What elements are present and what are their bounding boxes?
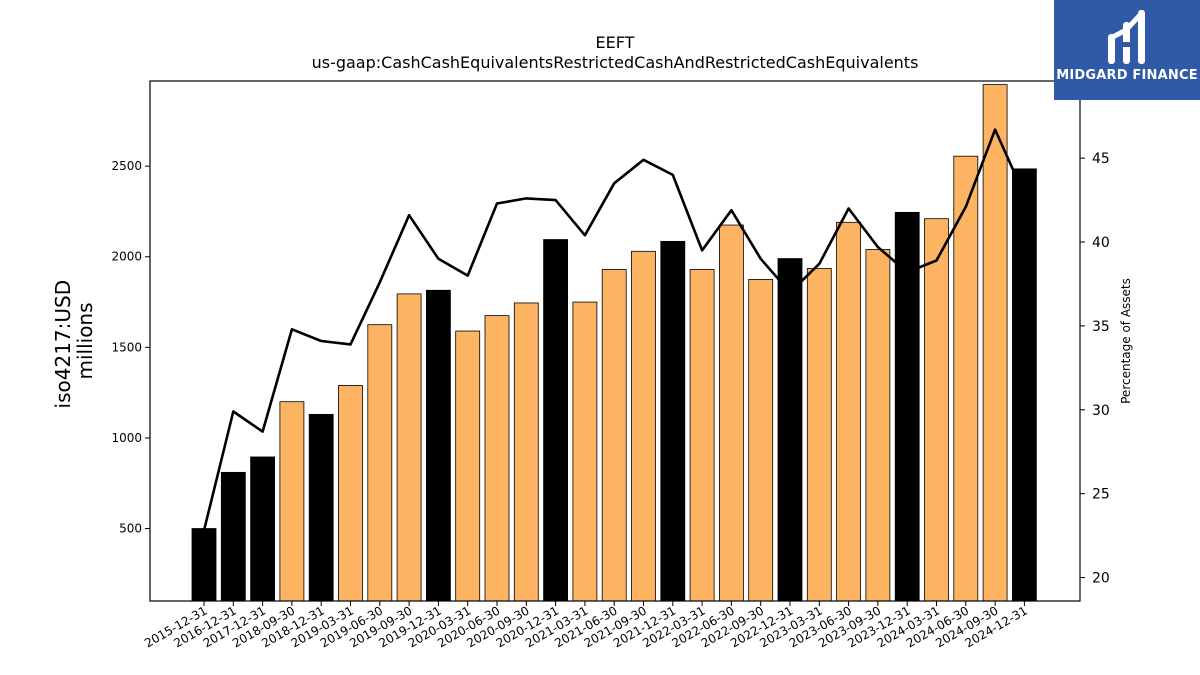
percentage-line [202, 128, 1026, 531]
y-tick-label-left: 2500 [111, 159, 142, 173]
y-tick-label-left: 1500 [111, 340, 142, 354]
y-tick-label-right: 35 [1092, 319, 1110, 335]
bar-2024-09-30 [982, 84, 1008, 602]
y-tick-label-right: 45 [1092, 151, 1110, 167]
bars-group [191, 84, 1037, 602]
y-axis-right: 20 25 30 35 40 45 [1080, 151, 1110, 587]
bar-2022-12-31 [777, 258, 803, 602]
brand-logo: MIDGARD FINANCE [1054, 0, 1200, 100]
bar-2020-12-31 [543, 239, 568, 602]
bar-2021-06-30 [601, 269, 627, 602]
brand-name: MIDGARD FINANCE [1056, 68, 1198, 83]
bar-2018-12-31 [308, 413, 334, 602]
y-axis-label-right: Percentage of Assets [1119, 278, 1133, 404]
bar-2019-03-31 [338, 384, 363, 602]
x-axis: 2015-12-312016-12-312017-12-312018-09-30… [142, 601, 1030, 650]
y-tick-label-right: 25 [1092, 487, 1110, 503]
bar-2019-06-30 [367, 324, 393, 602]
y-axis-label-line-2: millions [73, 302, 97, 379]
y-axis-label-line-1: iso4217:USD [51, 280, 75, 409]
bar-2017-12-31 [250, 456, 276, 602]
bar-2019-09-30 [396, 293, 422, 602]
bar-2023-12-31 [894, 211, 920, 602]
y-tick-label-right: 30 [1092, 403, 1110, 419]
bar-2020-09-30 [513, 302, 539, 602]
bar-2022-06-30 [719, 224, 744, 602]
line-group [202, 128, 1026, 531]
bar-2021-03-31 [572, 301, 598, 602]
bar-2024-03-31 [924, 218, 949, 602]
y-tick-label-left: 1000 [111, 431, 142, 445]
bar-2021-12-31 [660, 240, 686, 602]
chart-subtitle: us-gaap:CashCashEquivalentsRestrictedCas… [312, 53, 919, 72]
y-tick-label-right: 40 [1092, 235, 1110, 251]
plot-frame [149, 80, 1081, 602]
bar-2023-06-30 [836, 221, 861, 602]
bar-2023-03-31 [806, 268, 832, 602]
bar-2020-06-30 [484, 315, 510, 602]
y-axis-left: 500 1000 1500 2000 2500 [111, 159, 150, 536]
bar-2020-03-31 [455, 330, 481, 602]
chart-title: EEFT [596, 33, 635, 52]
y-tick-label-right: 20 [1092, 571, 1110, 587]
logo-mark-icon [1108, 10, 1145, 64]
y-tick-label-left: 500 [119, 522, 142, 536]
y-tick-label-left: 2000 [111, 250, 142, 264]
bar-2021-09-30 [631, 250, 656, 602]
bar-2022-03-31 [689, 269, 715, 602]
bar-2024-06-30 [953, 155, 979, 602]
bar-2024-12-31 [1012, 168, 1037, 602]
bar-2023-09-30 [865, 249, 891, 602]
bar-2016-12-31 [220, 471, 246, 602]
bar-2019-12-31 [425, 289, 451, 602]
y-axis-label-left: iso4217:USD millions [51, 274, 97, 409]
bar-2015-12-31 [191, 528, 217, 602]
bar-2022-09-30 [748, 278, 774, 602]
bar-2018-09-30 [279, 401, 305, 602]
